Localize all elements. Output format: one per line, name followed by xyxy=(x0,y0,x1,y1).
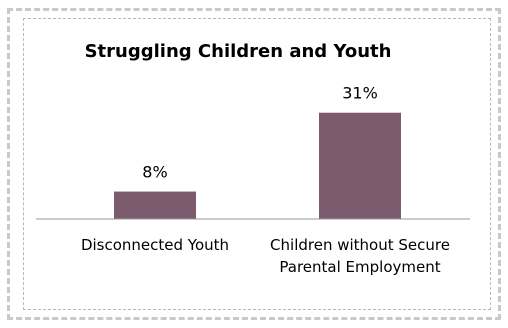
labels-group: 8% Disconnected Youth 31% Children without … xyxy=(81,84,450,276)
outer-dashed-frame xyxy=(7,8,501,320)
category-label-1-line-1: Parental Employment xyxy=(279,258,440,276)
data-label-1: 31% xyxy=(342,84,378,103)
data-label-0: 8% xyxy=(142,163,167,182)
category-label-0-line-0: Disconnected Youth xyxy=(81,236,229,254)
chart-title: Struggling Children and Youth xyxy=(85,41,392,62)
bar-1 xyxy=(319,112,401,219)
inner-dashed-frame xyxy=(23,18,491,310)
bars-group xyxy=(114,112,401,219)
bar-0 xyxy=(114,191,196,219)
category-label-1-line-0: Children without Secure xyxy=(270,236,450,254)
